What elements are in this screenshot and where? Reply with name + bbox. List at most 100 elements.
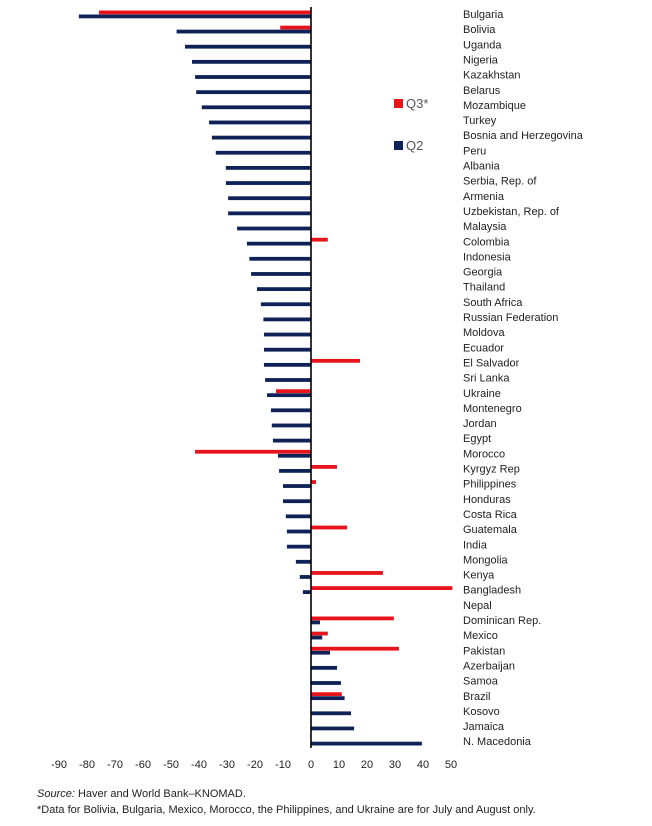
category-label: Thailand bbox=[463, 282, 505, 294]
category-label: Uganda bbox=[463, 39, 502, 51]
x-tick-label: -40 bbox=[191, 759, 207, 771]
x-tick-label: -50 bbox=[163, 759, 179, 771]
bar-q2 bbox=[228, 196, 311, 201]
bar-q2 bbox=[311, 696, 345, 701]
category-label: El Salvador bbox=[463, 357, 520, 369]
bar-q2 bbox=[215, 150, 311, 155]
bar-q2 bbox=[78, 14, 311, 19]
bar-q3 bbox=[311, 358, 360, 363]
bar-q2 bbox=[263, 362, 311, 367]
category-label: Colombia bbox=[463, 236, 510, 248]
x-tick-label: 40 bbox=[417, 759, 429, 771]
x-tick-label: -20 bbox=[247, 759, 263, 771]
bar-q2 bbox=[185, 44, 311, 49]
x-tick-label: -60 bbox=[135, 759, 151, 771]
category-label: Ecuador bbox=[463, 342, 504, 354]
bar-q2 bbox=[265, 378, 311, 382]
bar-q3 bbox=[311, 571, 383, 575]
category-label: N. Macedonia bbox=[463, 736, 532, 748]
category-label: Samoa bbox=[463, 676, 499, 688]
category-label: Azerbaijan bbox=[463, 660, 515, 672]
bar-q2 bbox=[299, 575, 311, 579]
bar-q3 bbox=[311, 646, 399, 651]
category-label: Philippines bbox=[463, 479, 517, 491]
bar-q3 bbox=[311, 237, 328, 242]
bar-q3 bbox=[311, 586, 453, 590]
category-label: Jordan bbox=[463, 418, 497, 430]
category-label: Nigeria bbox=[463, 54, 499, 66]
bar-q2 bbox=[295, 559, 311, 564]
bar-q2 bbox=[209, 120, 311, 125]
category-label: Indonesia bbox=[463, 251, 512, 263]
category-label: Kyrgyz Rep bbox=[463, 464, 520, 476]
category-label: Mozambique bbox=[463, 100, 526, 112]
category-label: Costa Rica bbox=[463, 509, 518, 521]
bar-q2 bbox=[192, 59, 311, 64]
category-label: Sri Lanka bbox=[463, 373, 510, 385]
bar-q2 bbox=[272, 438, 311, 443]
x-tick-label: -30 bbox=[219, 759, 235, 771]
bar-q2 bbox=[196, 90, 311, 95]
bar-q2 bbox=[283, 484, 311, 488]
category-label: Armenia bbox=[463, 191, 505, 203]
category-label: Belarus bbox=[463, 85, 501, 97]
bar-q2 bbox=[246, 241, 311, 246]
bar-q2 bbox=[270, 408, 311, 413]
footnote: *Data for Bolivia, Bulgaria, Mexico, Mor… bbox=[37, 804, 536, 816]
category-label: Guatemala bbox=[463, 524, 518, 536]
legend-label: Q3* bbox=[406, 96, 428, 111]
category-label: Moldova bbox=[463, 327, 505, 339]
bar-q2 bbox=[251, 272, 311, 276]
bar-q3 bbox=[311, 631, 328, 636]
x-tick-label: -90 bbox=[51, 759, 67, 771]
bar-q2 bbox=[311, 741, 422, 746]
bar-q2 bbox=[311, 711, 352, 716]
category-label: Serbia, Rep. of bbox=[463, 176, 537, 188]
bar-q2 bbox=[263, 347, 311, 352]
category-label: Mexico bbox=[463, 630, 498, 642]
bar-q2 bbox=[311, 665, 338, 670]
category-label: Turkey bbox=[463, 115, 497, 127]
bar-q3 bbox=[311, 616, 394, 621]
category-label: India bbox=[463, 539, 488, 551]
bar-chart: Bulgaria Bolivia Uganda Nigeria Kazakhstan Be… bbox=[51, 7, 584, 771]
bar-q2 bbox=[286, 544, 311, 549]
bar-q2 bbox=[286, 529, 311, 534]
x-tick-label: 20 bbox=[361, 759, 373, 771]
category-label: Albania bbox=[463, 161, 501, 173]
source-note: Source: Haver and World Bank–KNOMAD. bbox=[37, 788, 246, 800]
source-text: Haver and World Bank–KNOMAD. bbox=[74, 788, 246, 800]
bar-q2 bbox=[267, 393, 311, 398]
bar-q2 bbox=[249, 256, 311, 261]
bar-q2 bbox=[302, 590, 311, 594]
bar-q2 bbox=[311, 635, 323, 640]
bar-q3 bbox=[311, 525, 348, 530]
bar-q3 bbox=[99, 10, 311, 15]
bar-q2 bbox=[263, 317, 311, 322]
category-label: Georgia bbox=[463, 267, 503, 279]
bar-q3 bbox=[276, 389, 311, 394]
category-label: Egypt bbox=[463, 433, 491, 445]
legend-swatch bbox=[394, 141, 403, 150]
legend-label: Q2 bbox=[406, 138, 423, 153]
bar-q2 bbox=[277, 453, 311, 458]
bar-q3 bbox=[195, 449, 311, 454]
bar-q3 bbox=[311, 465, 338, 469]
category-label: Kenya bbox=[463, 570, 495, 582]
category-label: Morocco bbox=[463, 448, 505, 460]
x-tick-label: 50 bbox=[445, 759, 457, 771]
bar-q2 bbox=[211, 135, 311, 140]
bar-q2 bbox=[263, 332, 311, 337]
bar-q2 bbox=[225, 181, 311, 185]
category-label: Honduras bbox=[463, 494, 511, 506]
x-tick-label: -10 bbox=[275, 759, 291, 771]
category-label: South Africa bbox=[463, 297, 523, 309]
category-label: Bolivia bbox=[463, 24, 496, 36]
category-label: Uzbekistan, Rep. of bbox=[463, 206, 560, 218]
category-label: Mongolia bbox=[463, 554, 509, 566]
bar-q3 bbox=[280, 25, 311, 30]
category-label: Peru bbox=[463, 145, 486, 157]
x-tick-label: -70 bbox=[107, 759, 123, 771]
bar-q2 bbox=[237, 226, 311, 231]
bar-q2 bbox=[283, 499, 311, 504]
